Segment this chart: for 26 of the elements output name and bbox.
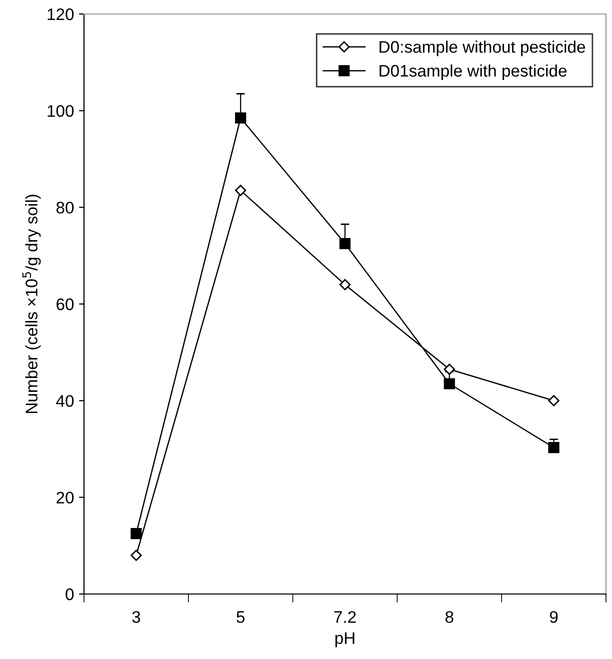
x-tick-label: 7.2 xyxy=(334,611,356,623)
point xyxy=(130,528,142,540)
y-tick-label: 100 xyxy=(48,105,74,117)
y-tick-label: 60 xyxy=(56,298,74,310)
legend-label: D0:sample without pesticide xyxy=(380,40,586,56)
x-axis-title: pH xyxy=(335,632,354,648)
point xyxy=(130,550,142,561)
point xyxy=(548,395,560,406)
x-tick-label: 8 xyxy=(445,611,454,623)
y-tick-label: 120 xyxy=(48,8,74,20)
y-axis-title: Number (cells ×10$^{5}$/g dry soil) xyxy=(22,194,41,413)
point xyxy=(548,442,560,454)
legend-label: D01sample with pesticide xyxy=(380,64,567,80)
point xyxy=(234,184,246,196)
point xyxy=(444,378,455,390)
point xyxy=(444,364,456,375)
y-tick-label: 80 xyxy=(56,202,74,214)
x-tick-label: 9 xyxy=(550,611,558,623)
x-tick-label: 3 xyxy=(132,611,140,623)
y-tick-label: 0 xyxy=(66,588,74,600)
y-tick-label: 40 xyxy=(56,395,74,407)
x-tick-label: 5 xyxy=(236,611,245,623)
point xyxy=(339,238,351,250)
y-tick-label: 20 xyxy=(56,492,74,504)
point xyxy=(339,279,351,290)
point xyxy=(235,112,246,124)
